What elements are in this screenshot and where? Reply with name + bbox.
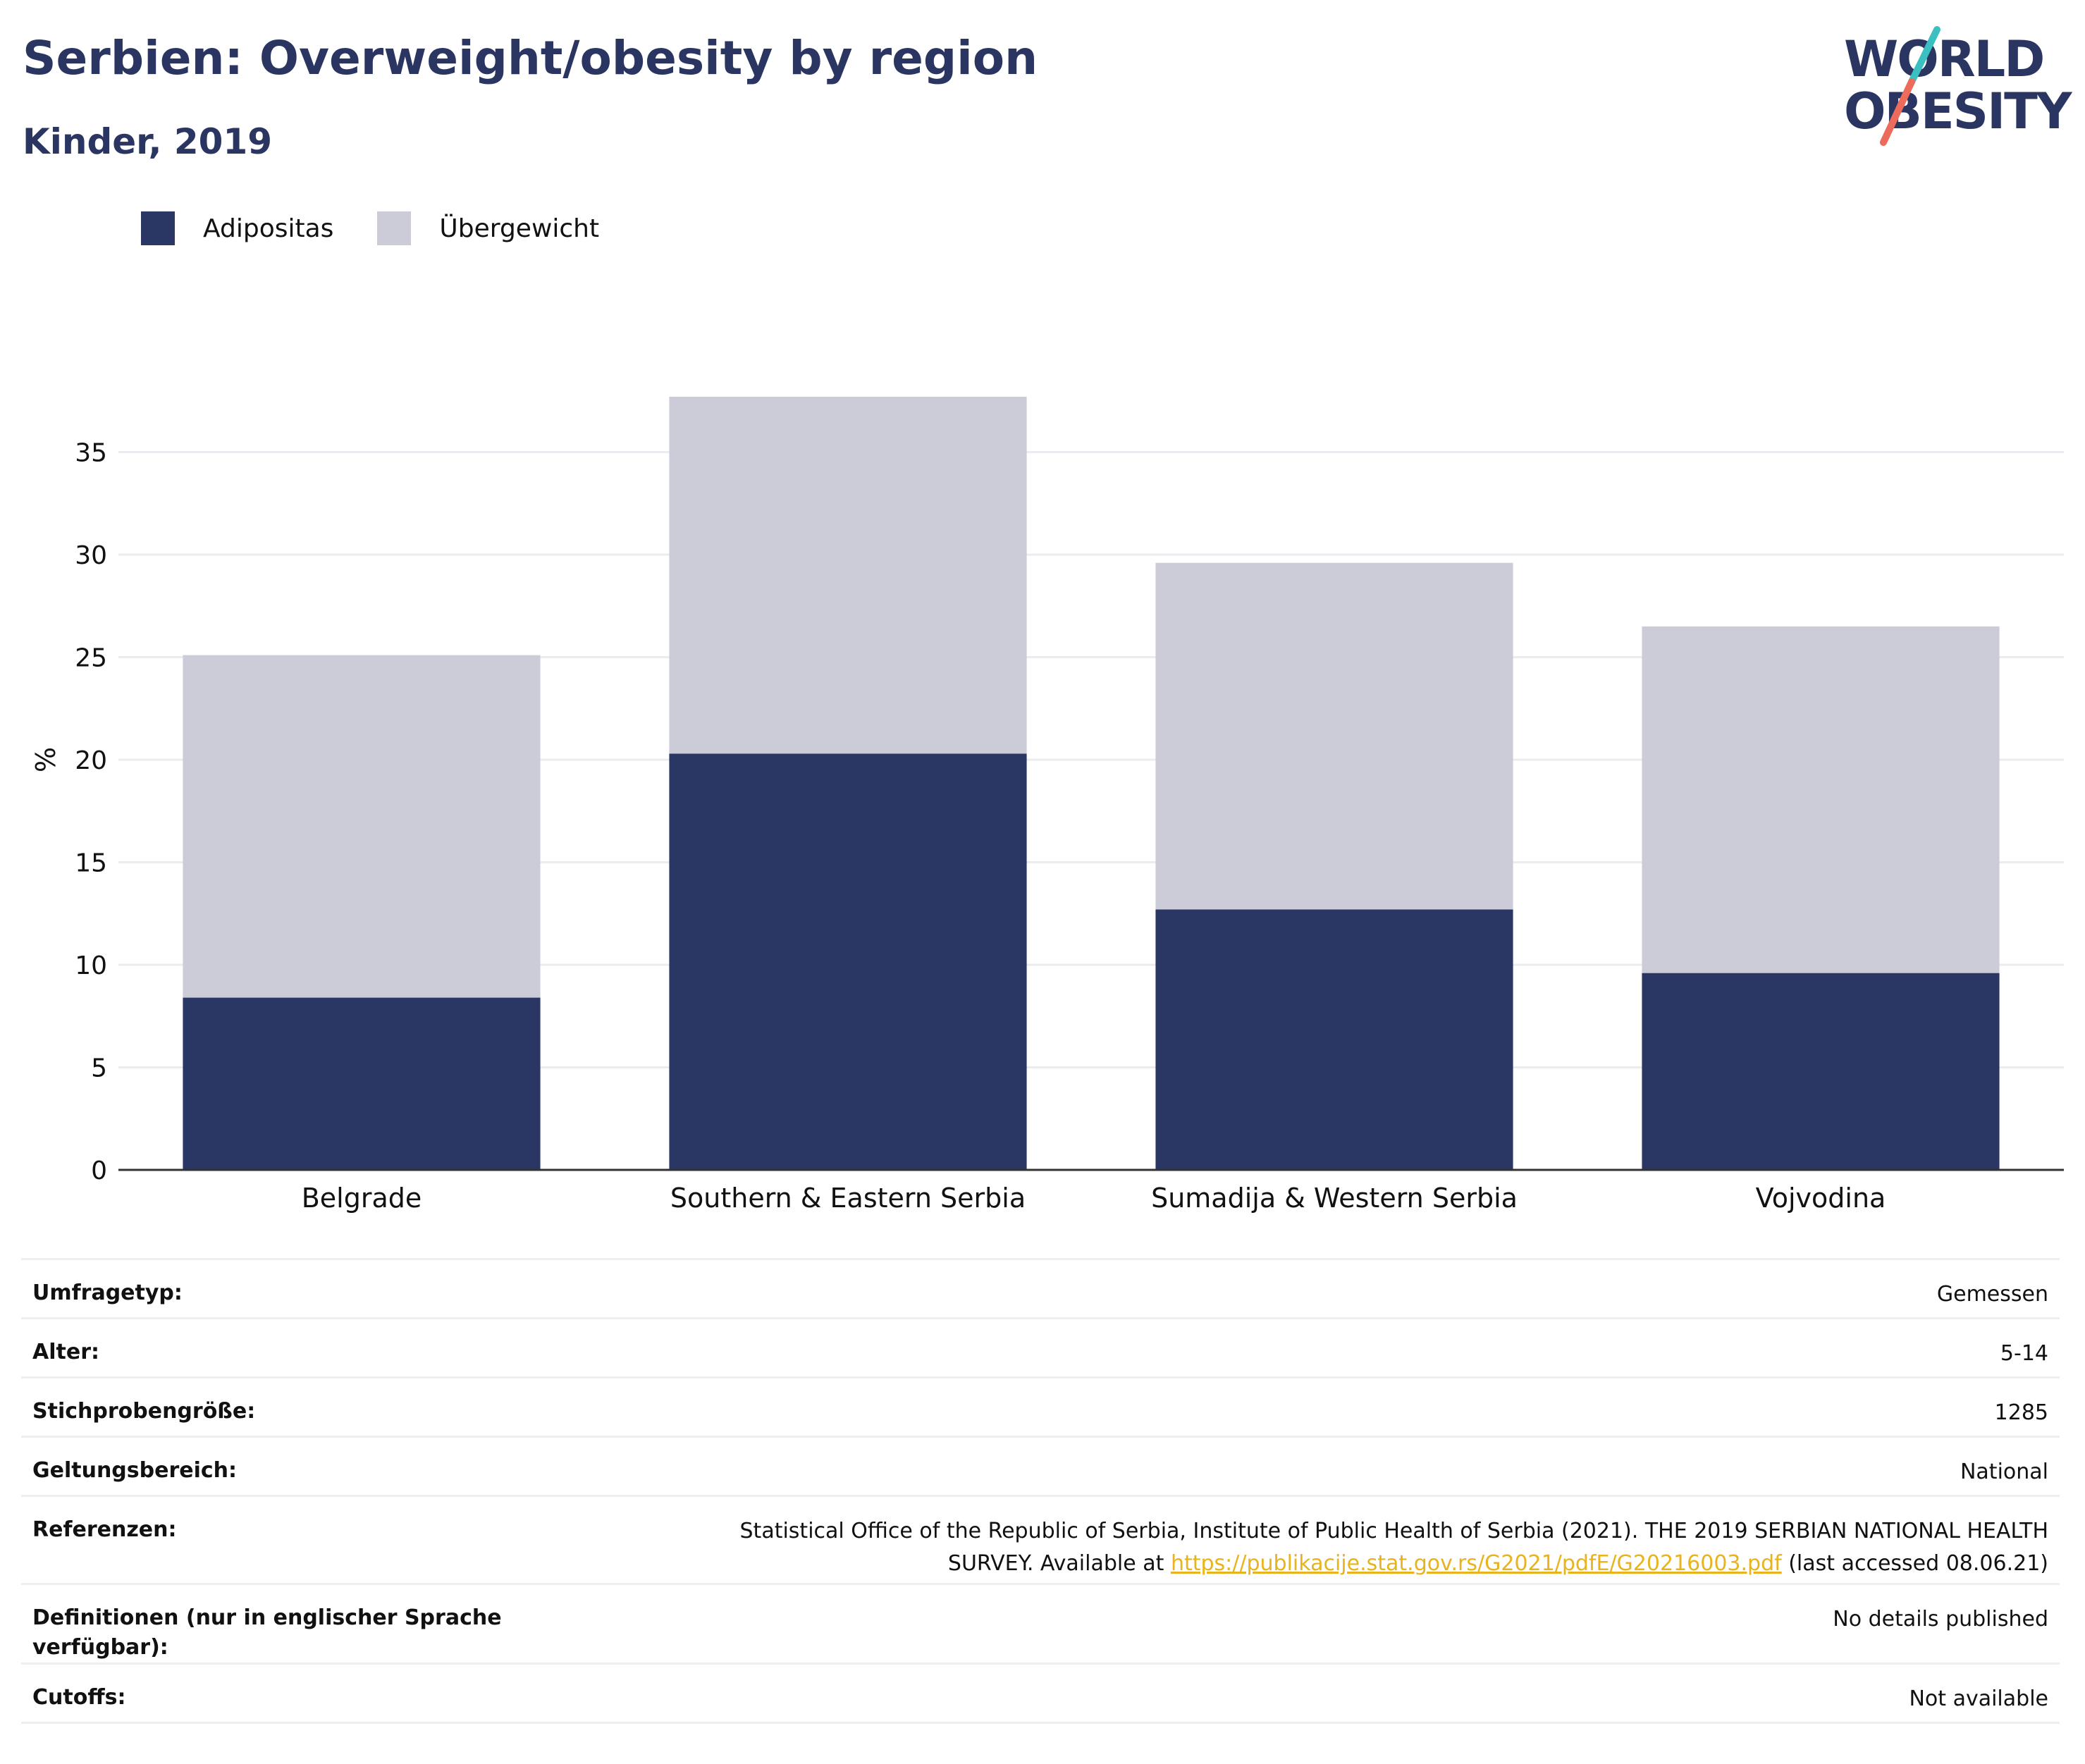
meta-row-survey-type: Umfragetyp: Gemessen bbox=[21, 1258, 2060, 1319]
stacked-bar-chart: 0 5 10 15 20 25 30 35% Belgrade Southern & Easter… bbox=[30, 396, 2064, 1214]
y-tick-label-25: 25 bbox=[75, 644, 107, 673]
meta-row-scope: Geltungsbereich: National bbox=[21, 1436, 2060, 1496]
meta-value-references: Statistical Office of the Republic of Se… bbox=[526, 1495, 2060, 1584]
y-tick-label-30: 30 bbox=[75, 541, 107, 570]
chart-title: Serbien: Overweight/obesity by region bbox=[23, 31, 1038, 85]
meta-row-references: Referenzen: Statistical Office of the Re… bbox=[21, 1495, 2060, 1584]
world-obesity-logo[interactable]: WORLD OBESITY bbox=[1833, 21, 2072, 155]
bar-obesity-0 bbox=[183, 997, 541, 1170]
legend-item-obesity[interactable]: Adipositas bbox=[141, 211, 333, 245]
x-tick-label-3: Vojvodina bbox=[1756, 1183, 1886, 1214]
meta-value-definitions: No details published bbox=[526, 1583, 2060, 1664]
meta-label-sample-size: Stichprobengröße: bbox=[21, 1376, 526, 1437]
logo-word-obesity: OBESITY bbox=[1844, 82, 2072, 140]
chart-subtitle: Kinder, 2019 bbox=[23, 121, 273, 162]
metadata-table: Umfragetyp: Gemessen Alter: 5-14 Stichpr… bbox=[21, 1258, 2060, 1724]
y-tick-label-5: 5 bbox=[91, 1054, 107, 1083]
x-tick-label-2: Sumadija & Western Serbia bbox=[1151, 1183, 1518, 1214]
bar-overweight-1 bbox=[669, 396, 1027, 754]
x-tick-label-0: Belgrade bbox=[302, 1183, 422, 1214]
logo-word-world: WORLD bbox=[1844, 30, 2043, 88]
meta-row-age: Alter: 5-14 bbox=[21, 1317, 2060, 1378]
meta-row-definitions: Definitionen (nur in englischer Sprache … bbox=[21, 1583, 2060, 1664]
bar-obesity-3 bbox=[1642, 973, 2000, 1170]
y-tick-label-35: 35 bbox=[75, 439, 107, 468]
legend-item-overweight[interactable]: Übergewicht bbox=[377, 211, 599, 245]
meta-value-cutoffs: Not available bbox=[526, 1663, 2060, 1724]
reference-text-prefix: SURVEY. Available at bbox=[947, 1551, 1164, 1576]
meta-label-cutoffs: Cutoffs: bbox=[21, 1663, 526, 1724]
legend-label-overweight: Übergewicht bbox=[439, 214, 600, 243]
legend-swatch-obesity bbox=[141, 211, 175, 245]
reference-link[interactable]: https://publikacije.stat.gov.rs/G2021/pd… bbox=[1170, 1551, 1782, 1576]
meta-row-cutoffs: Cutoffs: Not available bbox=[21, 1663, 2060, 1724]
meta-label-scope: Geltungsbereich: bbox=[21, 1436, 526, 1496]
chart-legend: Adipositas Übergewicht bbox=[141, 210, 643, 247]
y-tick-label-20: 20 bbox=[75, 746, 107, 775]
y-tick-label-0: 0 bbox=[91, 1157, 107, 1185]
y-tick-label-10: 10 bbox=[75, 951, 107, 980]
bar-obesity-1 bbox=[669, 753, 1027, 1170]
meta-label-survey-type: Umfragetyp: bbox=[21, 1258, 526, 1319]
meta-label-references: Referenzen: bbox=[21, 1495, 526, 1584]
meta-label-age: Alter: bbox=[21, 1317, 526, 1378]
bar-overweight-2 bbox=[1155, 562, 1513, 910]
meta-value-scope: National bbox=[526, 1436, 2060, 1496]
meta-value-sample-size: 1285 bbox=[526, 1376, 2060, 1437]
y-tick-label-15: 15 bbox=[75, 849, 107, 878]
reference-text-suffix: (last accessed 08.06.21) bbox=[1788, 1551, 2048, 1576]
legend-swatch-overweight bbox=[377, 211, 412, 245]
logo-slash-coral bbox=[1880, 78, 1915, 146]
meta-label-definitions: Definitionen (nur in englischer Sprache … bbox=[21, 1583, 526, 1664]
bar-overweight-0 bbox=[183, 655, 541, 998]
legend-label-obesity: Adipositas bbox=[203, 214, 334, 243]
meta-value-age: 5-14 bbox=[526, 1317, 2060, 1378]
reference-text-line1: Statistical Office of the Republic of Se… bbox=[739, 1519, 2048, 1543]
y-axis-label: % bbox=[30, 747, 61, 772]
meta-row-sample-size: Stichprobengröße: 1285 bbox=[21, 1376, 2060, 1437]
x-tick-label-1: Southern & Eastern Serbia bbox=[670, 1183, 1026, 1214]
meta-value-survey-type: Gemessen bbox=[526, 1258, 2060, 1319]
bar-obesity-2 bbox=[1155, 909, 1513, 1170]
bar-overweight-3 bbox=[1642, 626, 2000, 973]
logo-slash-teal bbox=[1908, 26, 1941, 85]
